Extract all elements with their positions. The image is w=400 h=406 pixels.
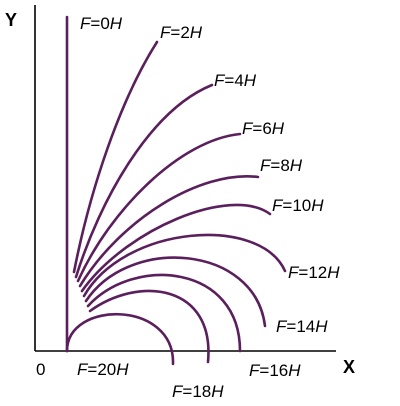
series-curve xyxy=(82,233,287,298)
series-label-unit: H xyxy=(272,119,285,138)
series-label: F=0H xyxy=(80,14,123,33)
series-curve xyxy=(86,273,242,353)
series-label: F=2H xyxy=(160,23,203,42)
series-label: F=10H xyxy=(272,196,324,215)
series-curve xyxy=(80,203,272,293)
series-label: F=8H xyxy=(260,156,303,175)
series-curves xyxy=(65,15,287,366)
series-label: F=18H xyxy=(172,382,224,401)
series-curve xyxy=(76,132,242,283)
series-label-equals: =4 xyxy=(224,71,243,90)
series-label-variable: F xyxy=(288,263,300,282)
series-label-equals: =12 xyxy=(298,263,327,282)
series-label-variable: F xyxy=(80,14,92,33)
series-label-variable: F xyxy=(272,196,284,215)
series-label-equals: =20 xyxy=(87,360,116,379)
series-label-unit: H xyxy=(311,196,324,215)
series-label: F=20H xyxy=(77,360,129,379)
series-label-unit: H xyxy=(116,360,129,379)
series-curve xyxy=(72,40,159,274)
series-label: F=14H xyxy=(276,317,328,336)
series-label-equals: =14 xyxy=(286,317,315,336)
series-label-unit: H xyxy=(290,156,303,175)
series-label-equals: =0 xyxy=(90,14,109,33)
series-label-variable: F xyxy=(77,360,89,379)
y-axis-label: Y xyxy=(5,10,17,30)
series-label: F=6H xyxy=(242,119,285,138)
series-curve xyxy=(88,289,210,364)
series-label-unit: H xyxy=(110,14,123,33)
series-label-unit: H xyxy=(190,23,203,42)
series-label-variable: F xyxy=(172,382,184,401)
series-label-equals: =8 xyxy=(270,156,289,175)
origin-label: 0 xyxy=(36,360,45,379)
series-label-variable: F xyxy=(242,119,254,138)
series-label: F=12H xyxy=(288,263,340,282)
series-curve xyxy=(74,83,214,279)
series-label-variable: F xyxy=(160,23,172,42)
series-label: F=4H xyxy=(214,71,257,90)
series-label-variable: F xyxy=(276,317,288,336)
x-axis-label: X xyxy=(343,357,355,377)
series-label-unit: H xyxy=(327,263,340,282)
series-label-equals: =6 xyxy=(252,119,271,138)
series-curve xyxy=(78,175,260,288)
series-label-equals: =10 xyxy=(282,196,311,215)
series-label-variable: F xyxy=(249,361,261,380)
series-curve xyxy=(65,312,175,366)
series-label-variable: F xyxy=(260,156,272,175)
series-label-equals: =16 xyxy=(259,361,288,380)
series-label-unit: H xyxy=(315,317,328,336)
series-labels: F=0H F=2HF=4HF=6HF=8HF=10HF=12HF=14HF=16H… xyxy=(77,14,340,401)
series-label-unit: H xyxy=(211,382,224,401)
series-label-equals: =18 xyxy=(182,382,211,401)
series-label-unit: H xyxy=(244,71,257,90)
series-label-variable: F xyxy=(214,71,226,90)
series-curve xyxy=(84,256,267,328)
series-label: F=16H xyxy=(249,361,301,380)
series-label-equals: =2 xyxy=(170,23,189,42)
series-label-unit: H xyxy=(288,361,301,380)
